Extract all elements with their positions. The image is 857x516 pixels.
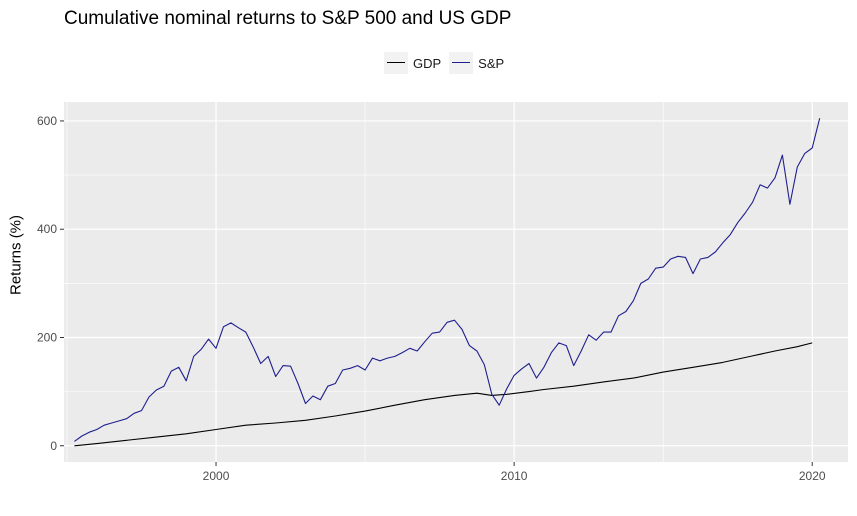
y-tick-label: 400 <box>37 222 57 236</box>
chart-title: Cumulative nominal returns to S&P 500 an… <box>64 8 512 29</box>
legend: GDP S&P <box>384 51 512 75</box>
plot-panel <box>64 102 848 462</box>
y-tick-label: 600 <box>37 114 57 128</box>
series-line-gdp <box>74 342 813 447</box>
x-tick-label: 2020 <box>799 469 826 483</box>
legend-item-gdp: GDP <box>384 52 441 74</box>
series-line-sp <box>74 118 821 442</box>
x-tick-label: 2000 <box>203 469 230 483</box>
legend-key-gdp <box>384 52 408 74</box>
legend-key-sp <box>449 52 474 74</box>
legend-item-sp: S&P <box>449 52 504 74</box>
y-tick-label: 200 <box>37 330 57 344</box>
legend-label-sp: S&P <box>478 55 505 71</box>
y-tick-label: 0 <box>50 439 57 453</box>
x-tick-label: 2010 <box>501 469 528 483</box>
legend-label-gdp: GDP <box>413 55 442 71</box>
